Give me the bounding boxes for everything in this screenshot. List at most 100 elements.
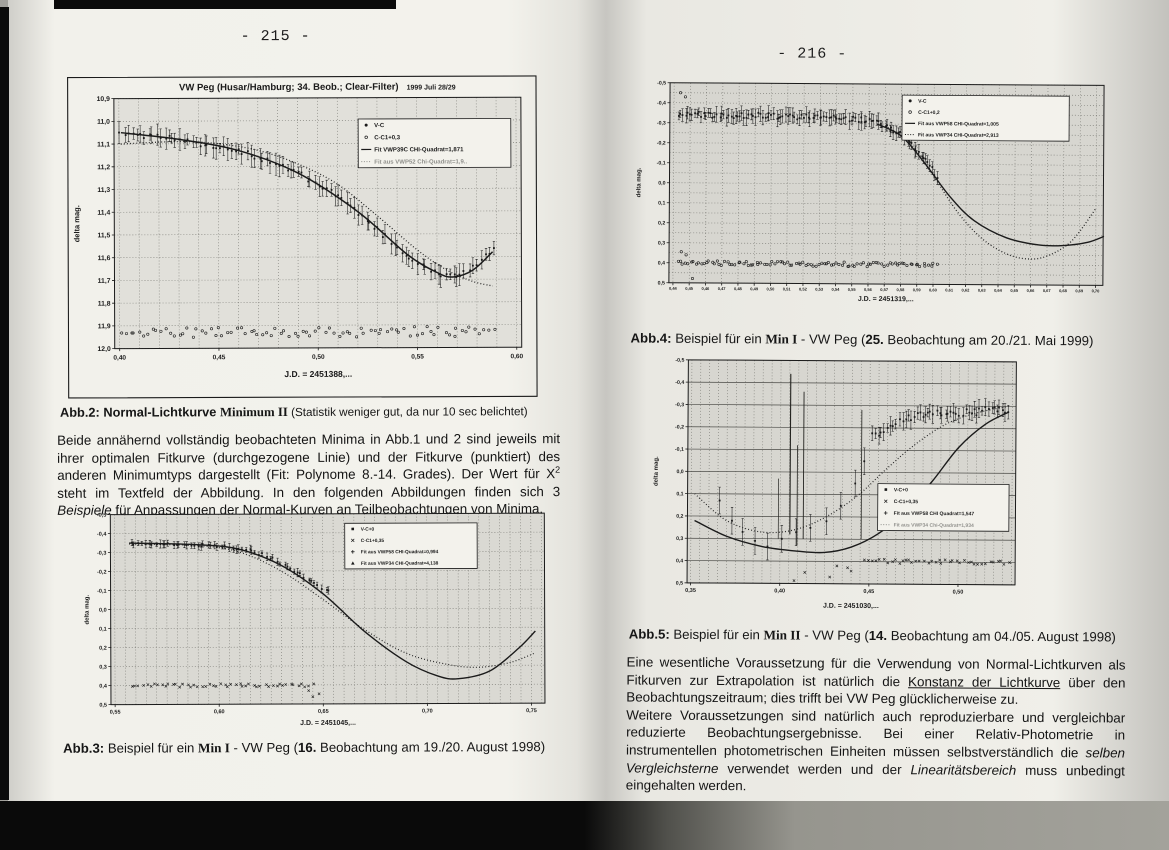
page-216: - 216 - 0,44 0,45 0,46 0,47 0,48 0,49 0,50 0,51… [581,0,1169,850]
abb4-caption: Abb.4: Beispiel für ein Min I - VW Peg (… [630,330,1094,349]
page-number-left: - 215 - [240,27,311,46]
svg-text:Fit aus VWP34 CHI-Quadrat=2,: Fit aus VWP34 CHI-Quadrat=2,913 [918,132,999,138]
right-paragraph-2: Weitere Voraussetzungen sind natürlich a… [625,707,1126,794]
svg-text:J.D. = 2451030,...: J.D. = 2451030,... [823,603,879,610]
svg-text:0,45: 0,45 [685,286,694,291]
svg-text:-0,1: -0,1 [657,160,666,166]
abb4-lightcurve-chart: 0,44 0,45 0,46 0,47 0,48 0,49 0,50 0,51 0,52 0,53… [636,80,1105,303]
svg-text:0,3: 0,3 [676,536,683,542]
svg-text:0,64: 0,64 [994,288,1003,293]
svg-text:delta mag.: delta mag. [72,205,81,242]
svg-text:11,0: 11,0 [97,119,110,126]
svg-text:-0,2: -0,2 [675,424,684,430]
svg-text:-0,5: -0,5 [675,358,684,364]
svg-text:0,40: 0,40 [113,355,126,362]
svg-text:0,4: 0,4 [99,684,108,690]
svg-text:0,2: 0,2 [658,220,665,226]
svg-text:0,50: 0,50 [953,589,964,595]
right-body-text: Eine wesentliche Voraussetzung für die V… [626,653,1126,797]
svg-text:0,2: 0,2 [676,514,683,520]
svg-text:11,4: 11,4 [97,210,110,217]
svg-text:V-C+0: V-C+0 [361,527,375,533]
svg-text:0,60: 0,60 [510,353,523,360]
svg-text:0,68: 0,68 [1059,288,1068,293]
svg-text:0,45: 0,45 [213,354,226,361]
svg-text:V-C: V-C [918,99,927,105]
svg-text:11,3: 11,3 [97,187,110,194]
svg-text:0,70: 0,70 [1092,288,1101,293]
svg-text:C-C1+0,3: C-C1+0,3 [374,135,401,141]
svg-text:V-C+0: V-C+0 [894,487,908,493]
svg-text:-0,3: -0,3 [675,402,684,408]
svg-text:Fit aus VWP58 CHI Quadrat=1,: Fit aus VWP58 CHI Quadrat=1,547 [894,511,975,517]
svg-text:-0,5: -0,5 [97,513,107,519]
svg-text:0,61: 0,61 [945,287,954,292]
svg-text:delta mag.: delta mag. [654,456,660,486]
left-body-text: Beide annähernd vollständig beobachteten… [57,430,560,520]
svg-text:0,60: 0,60 [929,287,938,292]
svg-text:11,1: 11,1 [97,141,110,148]
svg-text:0,56: 0,56 [864,287,873,292]
svg-text:11,9: 11,9 [98,323,111,330]
svg-text:0,47: 0,47 [718,286,727,291]
svg-text:0,0: 0,0 [99,608,107,614]
svg-text:delta mag.: delta mag. [636,167,642,197]
svg-text:0,0: 0,0 [658,180,665,186]
svg-text:12,0: 12,0 [97,346,110,353]
svg-text:0,45: 0,45 [863,589,874,595]
right-paragraph-1: Eine wesentliche Voraussetzung für die V… [626,654,1126,708]
svg-text:0,0: 0,0 [676,469,683,475]
abb2-caption: Abb.2: Normal-Lichtkurve Minimum II (Sta… [59,404,528,420]
left-paragraph: Beide annähernd vollständig beobachteten… [57,431,561,519]
svg-text:Fit aus VWP34 Chi-Quadrat=1,: Fit aus VWP34 Chi-Quadrat=1,934 [894,522,974,528]
abb3-caption: Abb.3: Beispiel für ein Min I - VW Peg (… [63,739,546,756]
svg-text:delta mag.: delta mag. [85,595,91,625]
svg-text:0,59: 0,59 [913,287,922,292]
abb5-caption: Abb.5: Beispiel für ein Min II - VW Peg … [628,626,1116,645]
svg-text:0,50: 0,50 [767,286,776,291]
svg-text:0,1: 0,1 [99,627,107,633]
svg-text:0,1: 0,1 [676,491,683,497]
abb3-lightcurve-chart: 0,55 0,60 0,65 0,70 0,75 -0,5 -0,4 -0,3 -0,2 -0,1… [85,513,546,727]
svg-text:Fit aus VWP58 CHI-Quadrat=0,99: Fit aus VWP58 CHI-Quadrat=0,994 [361,549,439,555]
svg-text:-0,4: -0,4 [657,100,666,106]
svg-text:-0,3: -0,3 [657,120,666,126]
abb5-lightcurve-chart: 0,35 0,40 0,45 0,50 -0,5 -0,4 -0,3 -0,2 -0,1 0,0 0… [654,358,1017,610]
svg-text:0,69: 0,69 [1075,288,1084,293]
svg-text:0,50: 0,50 [312,354,325,361]
svg-text:0,51: 0,51 [783,286,792,291]
svg-text:-0,1: -0,1 [97,589,107,595]
svg-text:0,55: 0,55 [110,710,121,716]
svg-text:11,7: 11,7 [98,278,111,285]
svg-text:0,52: 0,52 [799,287,808,292]
svg-text:0,60: 0,60 [214,709,225,715]
svg-text:0,46: 0,46 [701,286,710,291]
svg-text:0,1: 0,1 [658,200,665,206]
svg-text:0,70: 0,70 [422,709,433,715]
page-215: - 215 - 0,40 0,45 0,50 0,55 0,60 10,9 11,0 11,1… [57,27,560,756]
svg-text:-0,2: -0,2 [657,140,666,146]
svg-text:10,9: 10,9 [97,96,110,103]
svg-text:11,2: 11,2 [97,164,110,171]
svg-text:0,63: 0,63 [978,288,987,293]
svg-text:0,40: 0,40 [774,588,785,594]
svg-text:0,2: 0,2 [99,646,107,652]
svg-text:-0,1: -0,1 [675,447,684,453]
svg-text:0,65: 0,65 [318,709,329,715]
svg-text:0,58: 0,58 [897,287,906,292]
svg-text:0,54: 0,54 [832,287,841,292]
abb2-lightcurve-chart: 0,40 0,45 0,50 0,55 0,60 10,9 11,0 11,1 11,2 11,3… [67,75,538,399]
svg-text:11,6: 11,6 [98,255,111,262]
svg-text:VW Peg (Husar/Hamburg; 34. Beo: VW Peg (Husar/Hamburg; 34. Beob.; Clear-… [179,81,456,93]
svg-text:0,55: 0,55 [411,354,424,361]
svg-text:0,62: 0,62 [962,288,971,293]
svg-text:0,5: 0,5 [676,581,683,587]
svg-text:0,67: 0,67 [1043,288,1052,293]
svg-text:0,55: 0,55 [848,287,857,292]
svg-text:11,8: 11,8 [98,301,111,308]
page-number-right: - 216 - [777,45,848,63]
svg-text:-0,5: -0,5 [657,80,666,86]
svg-text:-0,3: -0,3 [97,551,107,557]
svg-text:0,5: 0,5 [658,280,665,286]
